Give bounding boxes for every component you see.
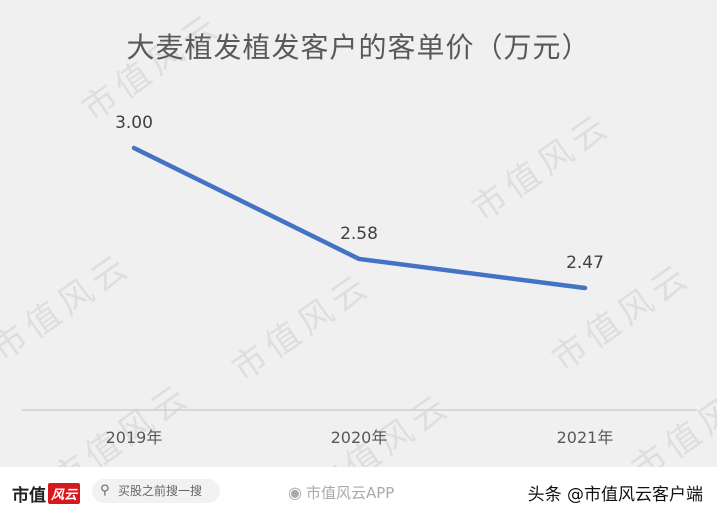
data-label: 2.47 bbox=[566, 253, 604, 273]
brand-badge: 风云 bbox=[48, 483, 81, 504]
series-line bbox=[131, 145, 588, 291]
line-chart: 3.00 2019年 2.58 2020年 2.47 2021年 bbox=[22, 113, 697, 447]
data-label: 3.00 bbox=[115, 113, 153, 133]
chart-title: 大麦植发植发客户的客单价（万元） bbox=[126, 31, 591, 64]
search-box[interactable]: ⚲ 买股之前搜一搜 bbox=[92, 479, 220, 503]
weibo-watermark: ◉ 市值风云APP bbox=[288, 482, 394, 503]
attribution: 头条 @市值风云客户端 bbox=[527, 485, 703, 505]
footer-bar: 市值 风云 ⚲ 买股之前搜一搜 ◉ 市值风云APP 头条 @市值风云客户端 bbox=[0, 467, 717, 515]
brand-name: 市值 bbox=[12, 486, 46, 506]
weibo-icon: ◉ bbox=[288, 483, 302, 502]
search-icon: ⚲ bbox=[100, 483, 110, 498]
data-label: 2.58 bbox=[340, 224, 378, 244]
x-tick-label: 2021年 bbox=[557, 428, 614, 447]
x-tick-label: 2019年 bbox=[106, 428, 163, 447]
x-tick-label: 2020年 bbox=[331, 428, 388, 447]
weibo-text: 市值风云APP bbox=[305, 484, 395, 502]
search-placeholder: 买股之前搜一搜 bbox=[118, 484, 203, 498]
brand-logo: 市值 风云 bbox=[12, 481, 81, 506]
